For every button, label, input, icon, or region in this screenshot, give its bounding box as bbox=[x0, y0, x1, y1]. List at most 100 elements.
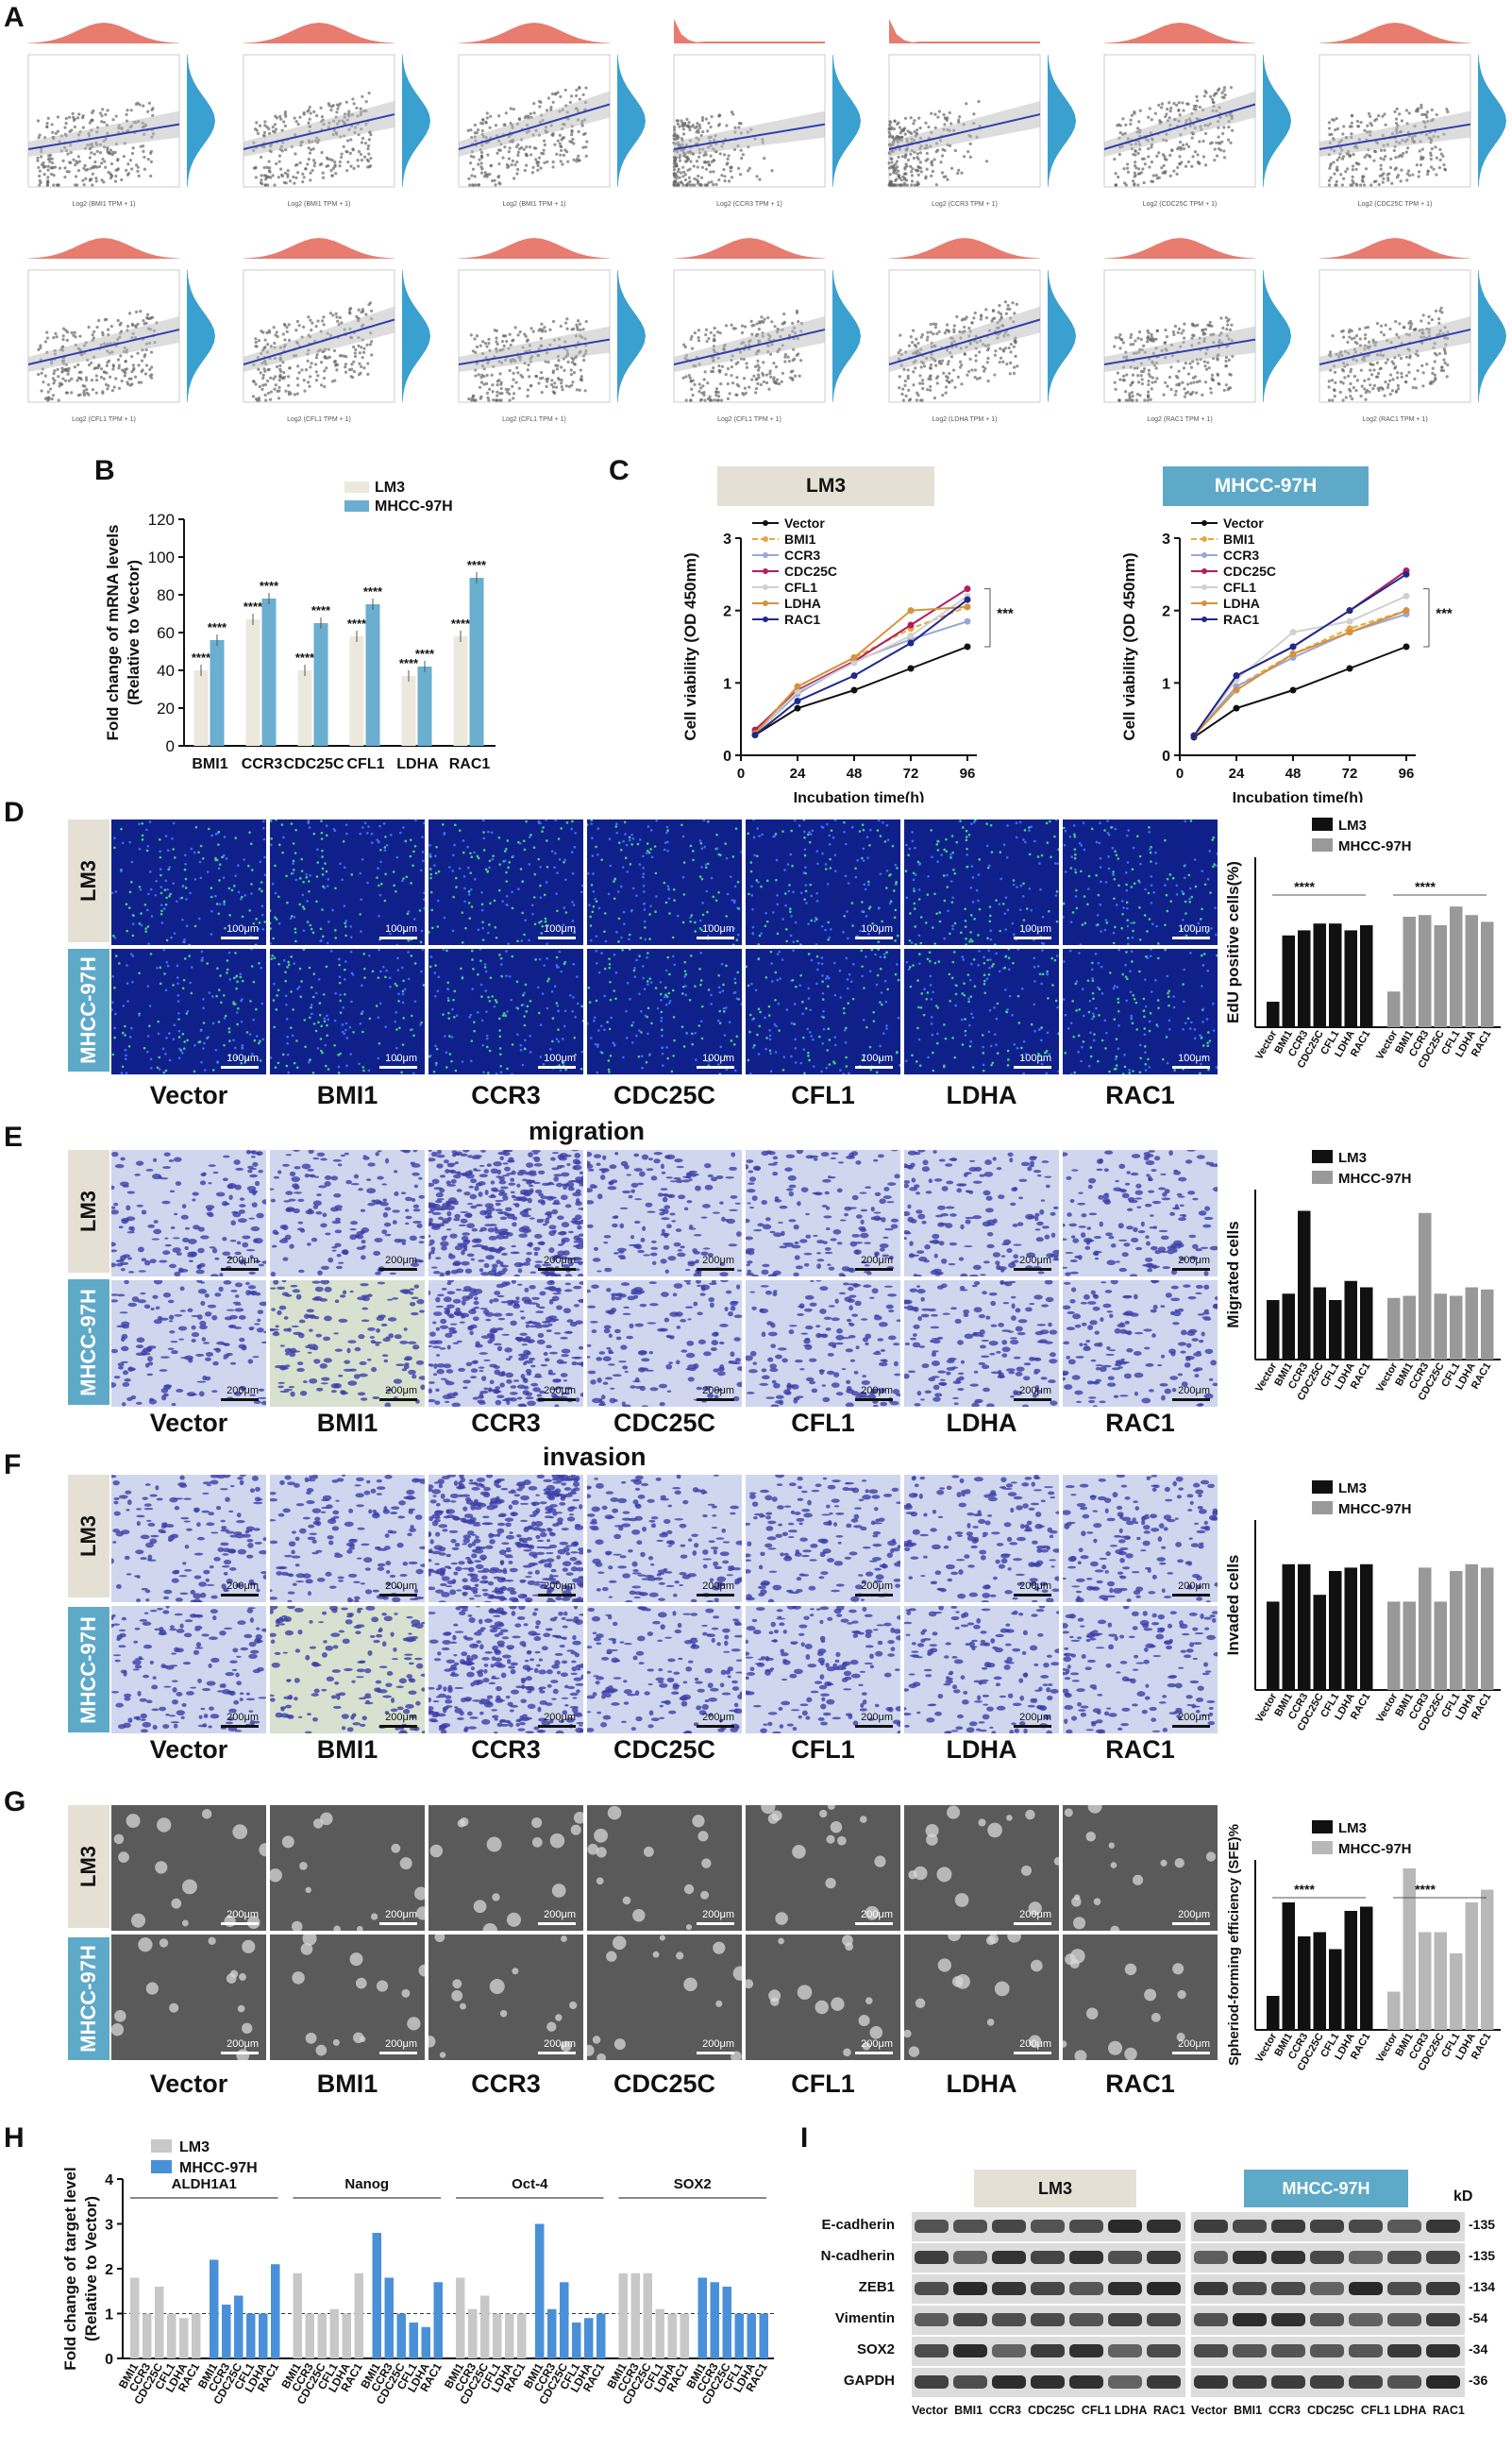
scatter-point bbox=[1182, 366, 1186, 370]
nucleus bbox=[587, 872, 590, 875]
scatter-point bbox=[125, 112, 128, 116]
nucleus bbox=[344, 921, 346, 925]
scatter-point bbox=[294, 120, 298, 124]
scatter-point bbox=[1189, 365, 1194, 369]
nucleus bbox=[480, 890, 483, 894]
scatter-point bbox=[1430, 108, 1434, 111]
scatter-point bbox=[126, 382, 130, 386]
scatter-point bbox=[57, 398, 60, 402]
scatter-point bbox=[1160, 166, 1164, 170]
scatter-point bbox=[991, 309, 996, 313]
scatter-point bbox=[73, 117, 76, 121]
scatter-point bbox=[1131, 394, 1134, 398]
scatter-point bbox=[575, 388, 580, 392]
nucleus bbox=[580, 890, 583, 894]
scatter-point bbox=[913, 183, 916, 187]
scatter-point bbox=[136, 165, 140, 169]
scatter-point bbox=[948, 110, 951, 115]
scatter-point bbox=[46, 176, 50, 179]
scatter-point bbox=[1360, 384, 1364, 388]
nucleus bbox=[682, 893, 686, 896]
scatter-point bbox=[1341, 398, 1345, 402]
nucleus bbox=[166, 888, 169, 891]
scatter-point bbox=[1217, 147, 1221, 151]
nucleus bbox=[554, 852, 557, 855]
nucleus bbox=[430, 908, 434, 912]
scatter-point bbox=[887, 127, 891, 131]
scatter-point bbox=[1400, 375, 1403, 379]
scatter-point bbox=[332, 360, 337, 363]
x-axis-label: Log2 (BMI1 TPM + 1) bbox=[503, 201, 566, 208]
nucleus bbox=[581, 884, 583, 887]
scatter-point bbox=[675, 164, 679, 168]
nucleus bbox=[776, 894, 779, 897]
scatter-point bbox=[918, 151, 923, 155]
scatter-point bbox=[109, 324, 113, 329]
scatter-point bbox=[1384, 155, 1387, 159]
nucleus bbox=[436, 925, 440, 928]
scatter-point bbox=[310, 362, 313, 365]
scatter-point bbox=[1366, 124, 1369, 127]
nucleus bbox=[748, 892, 750, 896]
nucleus bbox=[227, 887, 231, 890]
nucleus bbox=[842, 930, 845, 934]
nucleus bbox=[700, 877, 704, 881]
scatter-point bbox=[1363, 155, 1367, 159]
scatter-point bbox=[1379, 163, 1383, 167]
scatter-point bbox=[482, 175, 487, 178]
x-axis-label: Log2 (RAC1 TPM + 1) bbox=[1362, 416, 1427, 423]
nucleus bbox=[803, 848, 807, 852]
scatter-point bbox=[97, 318, 101, 323]
scatter-point bbox=[974, 359, 978, 363]
scatter-point bbox=[919, 170, 923, 174]
scatter-point bbox=[52, 183, 56, 187]
nucleus bbox=[183, 853, 187, 857]
nucleus bbox=[464, 926, 467, 930]
scatter-point bbox=[791, 359, 795, 363]
nucleus bbox=[277, 921, 281, 925]
nucleus bbox=[140, 923, 143, 927]
nucleus bbox=[729, 875, 732, 878]
scatter-point bbox=[322, 376, 327, 380]
nucleus bbox=[663, 881, 666, 885]
nucleus bbox=[497, 836, 501, 839]
nucleus bbox=[207, 827, 210, 831]
scatter-point bbox=[254, 340, 258, 345]
scatter-point bbox=[962, 317, 966, 321]
scatter-point bbox=[360, 364, 363, 368]
scatter-point bbox=[1363, 128, 1367, 132]
nucleus bbox=[172, 882, 176, 885]
scatter-point bbox=[326, 157, 329, 161]
scatter-point bbox=[93, 160, 97, 164]
nucleus bbox=[615, 930, 618, 934]
nucleus bbox=[698, 927, 702, 930]
scatter-point bbox=[1176, 147, 1180, 151]
scatter-point bbox=[1168, 153, 1172, 158]
scatter-point bbox=[323, 355, 327, 360]
scatter-point bbox=[285, 326, 289, 329]
scatter-point bbox=[952, 330, 956, 334]
scatter-point bbox=[1174, 389, 1178, 393]
scatter-point bbox=[56, 129, 60, 133]
nucleus bbox=[1039, 926, 1042, 929]
nucleus bbox=[181, 885, 185, 888]
y-axis-label: Fold change of mRNA levels bbox=[104, 525, 122, 741]
scatter-point bbox=[1408, 319, 1412, 324]
scatter-point bbox=[302, 379, 306, 382]
scatter-point bbox=[104, 165, 108, 169]
nucleus bbox=[574, 831, 577, 835]
scatter-point bbox=[1379, 330, 1383, 334]
scatter-point bbox=[676, 119, 680, 123]
scatter-point bbox=[927, 377, 931, 380]
scatter-point bbox=[116, 167, 120, 171]
scatter-point bbox=[1138, 147, 1142, 151]
scatter-point bbox=[254, 337, 258, 341]
scatter-point bbox=[482, 375, 486, 379]
scatter-point bbox=[1176, 376, 1180, 380]
nucleus bbox=[327, 878, 330, 881]
scatter-point bbox=[325, 164, 328, 168]
scatter-point bbox=[338, 354, 343, 358]
nucleus bbox=[145, 908, 149, 912]
scatter-point bbox=[1380, 173, 1384, 177]
nucleus bbox=[630, 843, 633, 846]
